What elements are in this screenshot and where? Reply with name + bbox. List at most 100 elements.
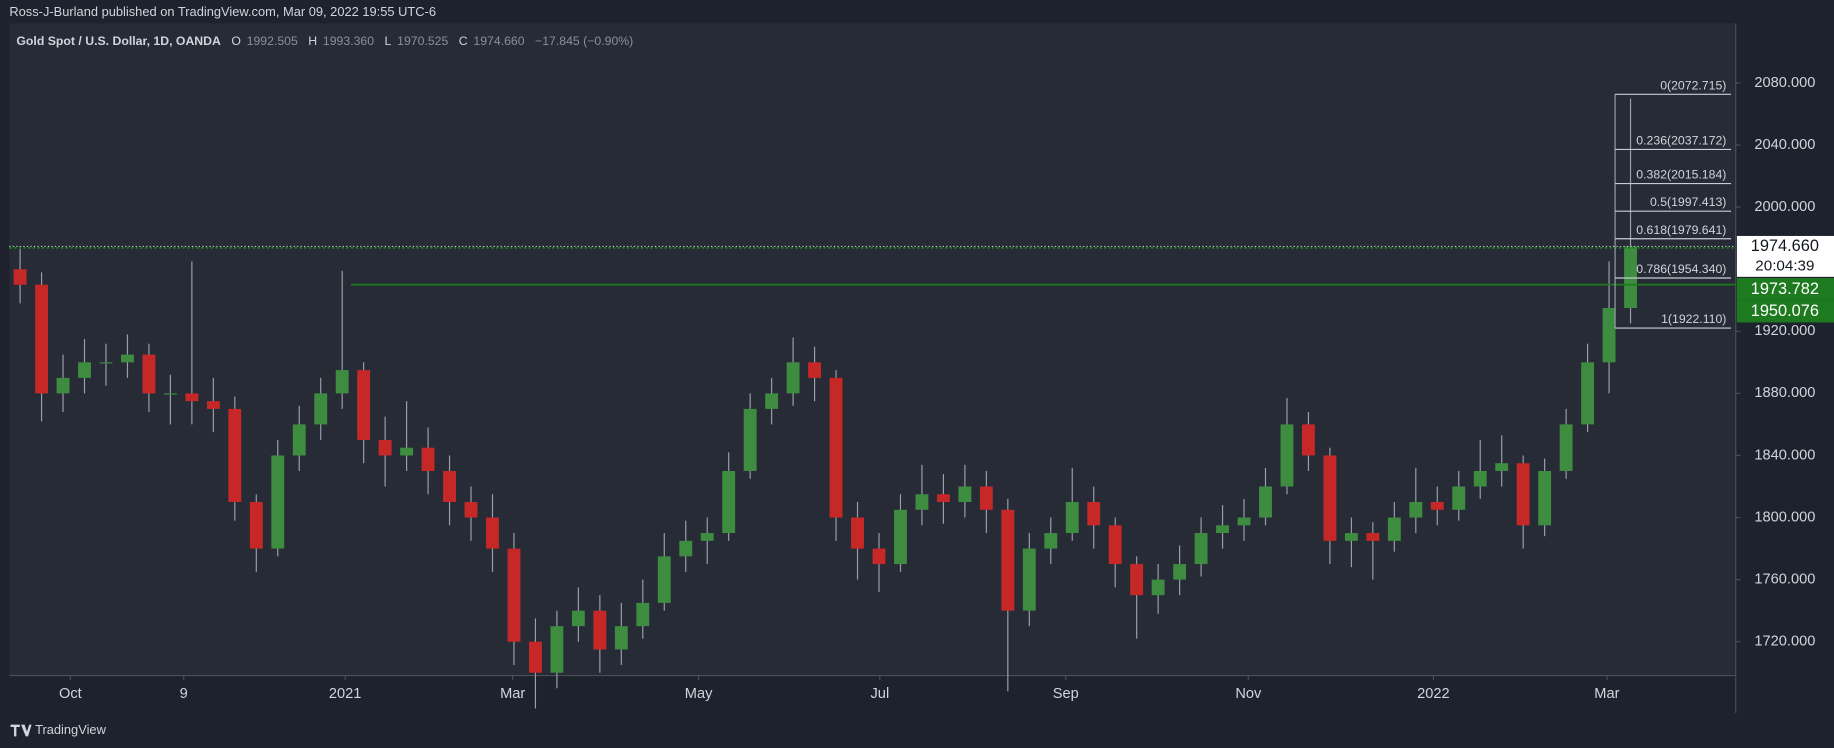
legend-value: 1992.505 <box>247 34 298 48</box>
candle-body <box>593 610 607 650</box>
last-price-label: 1974.660 <box>1751 237 1819 255</box>
candle-body <box>700 533 714 541</box>
candle-body <box>1624 246 1637 309</box>
x-tick-label: Oct <box>59 686 82 702</box>
candle-body <box>78 362 91 378</box>
candle-body <box>1344 533 1358 541</box>
candle-body <box>636 602 650 627</box>
y-tick-label: 1800.000 <box>1754 509 1815 525</box>
x-tick-label: 2021 <box>329 686 362 702</box>
fib-label: 0(2072.715) <box>1660 78 1726 92</box>
fib-label: 0.382(2015.184) <box>1636 168 1726 182</box>
x-tick-label: Jul <box>871 686 890 702</box>
candle-body <box>528 641 542 673</box>
candle-body <box>314 393 328 425</box>
candle-body <box>464 502 478 518</box>
candle-body <box>1001 509 1015 611</box>
candle-body <box>1323 455 1337 541</box>
candle-body <box>1473 470 1487 487</box>
candle-body <box>443 470 456 503</box>
candle-body <box>786 362 800 394</box>
x-tick-label: 9 <box>180 686 188 702</box>
publish-note: Ross-J-Burland published on TradingView.… <box>9 4 436 19</box>
candle-body <box>679 540 693 557</box>
candle-body <box>1108 525 1122 565</box>
fib-label: 0.618(1979.641) <box>1636 223 1726 237</box>
candle-body <box>1581 362 1595 425</box>
candle-body <box>1559 424 1573 471</box>
candle-body <box>765 393 779 409</box>
level-label: 1950.076 <box>1751 302 1819 320</box>
candle-body <box>894 509 907 565</box>
candle-body <box>1044 533 1058 549</box>
y-tick-label: 1760.000 <box>1754 571 1815 587</box>
candle-body <box>13 269 27 285</box>
x-tick-label: Mar <box>500 686 525 702</box>
candle-body <box>1022 548 1036 611</box>
countdown: 20:04:39 <box>1755 257 1814 274</box>
candle-body <box>1602 308 1616 363</box>
candle-body <box>722 470 736 534</box>
footer-logo: TradingView <box>10 722 107 737</box>
candle-body <box>1430 502 1444 510</box>
candle-body <box>99 362 113 364</box>
candle-body <box>228 408 242 503</box>
candle-body <box>121 354 134 363</box>
candle-body <box>1538 470 1552 526</box>
candle-body <box>1280 424 1294 487</box>
candle-body <box>1495 463 1509 471</box>
candle-body <box>185 393 199 402</box>
legend-value: 1970.525 <box>397 34 448 48</box>
legend-value: 1974.660 <box>473 34 524 48</box>
candle-body <box>1087 502 1101 526</box>
candle-body <box>1194 533 1208 565</box>
candle-body <box>35 284 49 394</box>
x-tick-label: Nov <box>1235 686 1262 702</box>
legend-key: O <box>231 34 241 48</box>
y-tick-label: 2080.000 <box>1754 75 1815 91</box>
candle-body <box>421 447 435 471</box>
legend-key: L <box>385 34 392 48</box>
candle-body <box>249 502 263 549</box>
legend-value: 1993.360 <box>323 34 374 48</box>
last-price-box <box>1736 235 1834 277</box>
footer-brand: TradingView <box>35 722 107 737</box>
candle-body <box>1302 424 1315 456</box>
candle-body <box>915 494 929 510</box>
candle-body <box>1452 486 1466 510</box>
candle-body <box>271 455 285 549</box>
candle-body <box>872 548 886 565</box>
candle-body <box>1151 579 1165 596</box>
candle-body <box>979 486 993 510</box>
level-label: 1973.782 <box>1751 280 1819 298</box>
legend: Gold Spot / U.S. Dollar, 1D, OANDA O 199… <box>16 34 633 48</box>
candle-body <box>936 494 950 503</box>
candle-body <box>378 439 392 456</box>
y-tick-label: 1840.000 <box>1754 447 1815 463</box>
candle-body <box>1216 525 1229 534</box>
fib-label: 1(1922.110) <box>1661 312 1726 326</box>
candle-body <box>486 517 499 549</box>
y-tick-label: 1880.000 <box>1754 385 1815 401</box>
candle-body <box>507 548 521 642</box>
candle-body <box>958 486 972 503</box>
candles <box>13 98 1637 709</box>
legend-symbol: Gold Spot / U.S. Dollar, 1D, OANDA <box>16 34 221 48</box>
candle-body <box>1409 502 1423 518</box>
candle-body <box>1173 564 1187 580</box>
candle-body <box>851 517 864 549</box>
candle-body <box>163 393 177 395</box>
candle-body <box>1130 564 1144 596</box>
level-box <box>1736 278 1834 301</box>
candle-body <box>400 447 414 456</box>
candle-body <box>56 377 70 394</box>
y-tick-label: 1720.000 <box>1754 634 1815 650</box>
legend-change: −17.845 (−0.90%) <box>535 34 633 48</box>
x-tick-label: 2022 <box>1417 686 1450 702</box>
y-tick-label: 2040.000 <box>1754 137 1815 153</box>
legend-key: C <box>459 34 468 48</box>
logo-icon <box>10 724 32 737</box>
candle-body <box>1237 517 1251 526</box>
candle-body <box>657 556 671 603</box>
